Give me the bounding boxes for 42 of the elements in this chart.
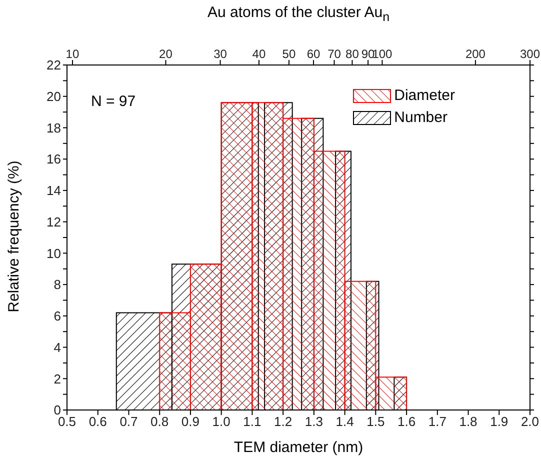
annotation: N = 97 bbox=[91, 93, 136, 110]
legend-label: Number bbox=[394, 109, 448, 126]
y-tick-label: 16 bbox=[46, 152, 61, 167]
x-axis-title: TEM diameter (nm) bbox=[232, 439, 364, 456]
y-tick-label: 14 bbox=[46, 183, 61, 198]
x2-tick-label: 10 bbox=[66, 47, 80, 61]
x2-tick-label: 20 bbox=[159, 47, 173, 61]
x-tick-label: 1.2 bbox=[274, 414, 292, 430]
y-tick-label: 22 bbox=[46, 58, 61, 73]
y-tick-label: 8 bbox=[54, 277, 61, 292]
y-tick-label: 10 bbox=[46, 246, 61, 261]
x-tick-label: 1.9 bbox=[490, 414, 508, 430]
x-tick-label: 1.6 bbox=[397, 414, 416, 430]
x2-tick-label: 40 bbox=[252, 47, 266, 61]
x2-tick-label: 50 bbox=[282, 47, 296, 61]
x-tick-label: 0.9 bbox=[181, 414, 200, 430]
y-tick-label: 2 bbox=[54, 371, 61, 386]
y-tick-label: 6 bbox=[54, 308, 61, 324]
x2-axis-title: Au atoms of the cluster Au$_{n}$ bbox=[206, 4, 391, 24]
x2-tick-label: 30 bbox=[214, 47, 228, 61]
x-tick-label: 1.4 bbox=[336, 414, 354, 430]
x2-tick-label: 60 bbox=[306, 47, 320, 61]
x2-tick-label: 300 bbox=[520, 47, 540, 61]
y-tick-label: 18 bbox=[46, 120, 61, 136]
y-tick-label: 12 bbox=[46, 214, 61, 230]
x-tick-label: 2.0 bbox=[520, 414, 540, 430]
x-tick-label: 0.8 bbox=[150, 414, 169, 430]
x2-tick-label: 80 bbox=[346, 47, 360, 61]
x-tick-label: 1.5 bbox=[366, 414, 385, 430]
x-tick-label: 0.7 bbox=[120, 414, 138, 430]
y-tick-label: 4 bbox=[54, 340, 61, 355]
legend-label: Diameter bbox=[394, 87, 455, 104]
y-axis-title: Relative frequency (%) bbox=[6, 159, 22, 314]
x-tick-label: 1.0 bbox=[212, 414, 230, 430]
y-tick-label: 20 bbox=[46, 88, 61, 104]
x-tick-label: 1.3 bbox=[304, 414, 323, 430]
x2-tick-label: 200 bbox=[465, 47, 486, 61]
x2-tick-label: 70 bbox=[328, 47, 342, 61]
x-tick-label: 1.8 bbox=[459, 414, 478, 430]
x-tick-label: 1.7 bbox=[428, 414, 446, 430]
x-tick-label: 1.1 bbox=[243, 414, 262, 430]
x-tick-label: 0.6 bbox=[88, 414, 107, 430]
